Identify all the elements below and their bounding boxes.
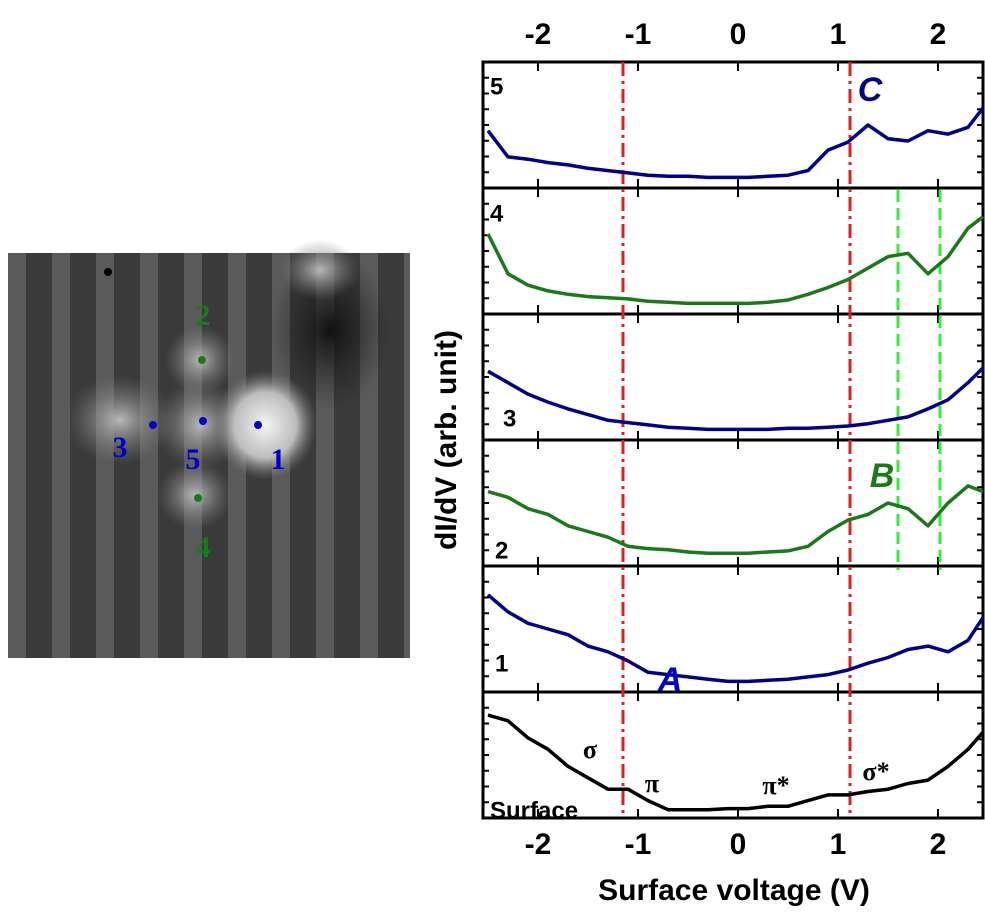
- annotation: C: [858, 71, 883, 109]
- image-label: 5: [186, 443, 201, 476]
- spectrum-line: [487, 713, 985, 812]
- image-label: 3: [113, 431, 128, 464]
- x-tick-label: 0: [730, 828, 747, 861]
- panel-label: Surface: [490, 797, 578, 824]
- panel-label: 2: [495, 537, 508, 564]
- panel-label: 4: [490, 200, 504, 227]
- image-label: 2: [196, 299, 211, 332]
- panel-frame: [481, 438, 985, 568]
- x-tick-label: 2: [930, 828, 947, 861]
- panel-label: 1: [495, 650, 508, 677]
- annotation: σ*: [862, 757, 889, 786]
- image-label: 4: [196, 531, 211, 564]
- annotation: π: [645, 769, 659, 798]
- spectrum-line: [487, 366, 985, 432]
- annotation: A: [657, 661, 683, 699]
- panel-label: 5: [490, 73, 503, 100]
- panel-label: 3: [503, 405, 516, 432]
- x-tick-label: -2: [525, 828, 552, 861]
- x-tick-label: 0: [730, 18, 747, 51]
- x-tick-label: -1: [625, 828, 652, 861]
- spectrum-line: [486, 215, 985, 306]
- panel-frame: [481, 312, 985, 442]
- panel-frame: [481, 564, 985, 694]
- x-tick-label: -2: [525, 18, 552, 51]
- annotation: B: [870, 457, 895, 495]
- stm-image: 1 2 3 4 5: [8, 240, 410, 658]
- x-tick-label: 1: [830, 828, 847, 861]
- x-tick-label: 1: [830, 18, 847, 51]
- spectrum-line: [486, 593, 985, 684]
- x-tick-label: 2: [930, 18, 947, 51]
- spectrum-line: [486, 106, 985, 180]
- panel-frame: [481, 60, 985, 190]
- annotation: π*: [762, 771, 789, 800]
- annotation: σ: [583, 735, 597, 764]
- panel-frame: [481, 186, 985, 316]
- y-axis-label: dI/dV (arb. unit): [430, 330, 463, 550]
- x-tick-label: -1: [625, 18, 652, 51]
- image-label: 1: [271, 443, 286, 476]
- x-axis-label: Surface voltage (V): [598, 874, 870, 907]
- spectrum-line: [487, 484, 984, 555]
